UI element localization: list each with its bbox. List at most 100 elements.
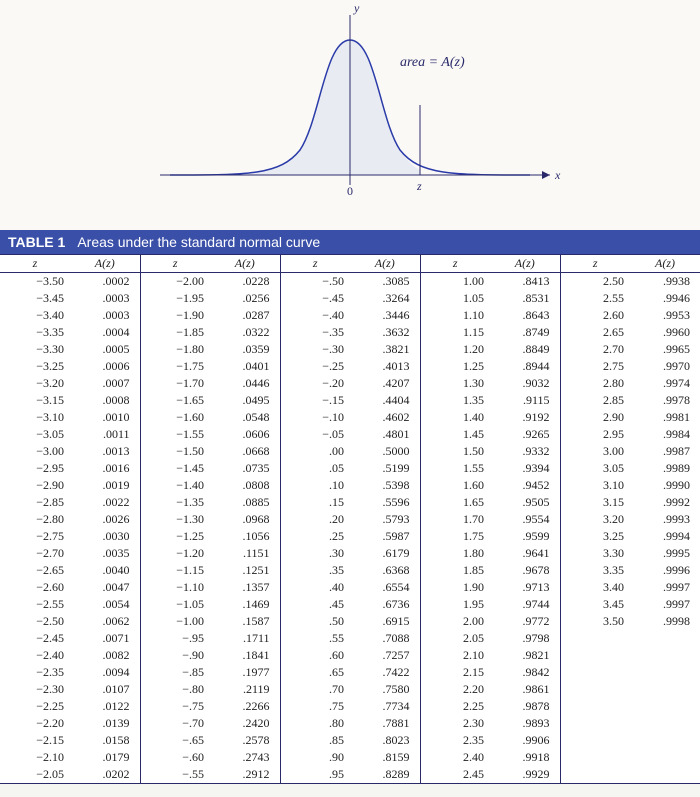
- a-cell: .3446: [350, 307, 420, 324]
- z-cell: .05: [280, 460, 350, 477]
- a-cell: .3264: [350, 290, 420, 307]
- a-cell: .5398: [350, 477, 420, 494]
- a-cell: .9599: [490, 528, 560, 545]
- a-cell: .0606: [210, 426, 280, 443]
- z-cell: 3.05: [560, 460, 630, 477]
- a-cell: .9918: [490, 749, 560, 766]
- z-cell: −3.20: [0, 375, 70, 392]
- z-cell: .20: [280, 511, 350, 528]
- x-axis-arrow: [542, 171, 550, 179]
- a-cell: .7257: [350, 647, 420, 664]
- z-cell: [560, 749, 630, 766]
- a-cell: .0054: [70, 596, 140, 613]
- a-cell: .8944: [490, 358, 560, 375]
- a-cell: [630, 647, 700, 664]
- a-cell: .1841: [210, 647, 280, 664]
- col-header-z: z: [560, 255, 630, 273]
- z-cell: 1.85: [420, 562, 490, 579]
- a-cell: .1587: [210, 613, 280, 630]
- z-cell: [560, 715, 630, 732]
- z-cell: 2.50: [560, 273, 630, 291]
- z-cell: 3.00: [560, 443, 630, 460]
- a-cell: .2743: [210, 749, 280, 766]
- z-cell: −1.35: [140, 494, 210, 511]
- z-cell: −1.00: [140, 613, 210, 630]
- a-cell: .9960: [630, 324, 700, 341]
- a-cell: .1151: [210, 545, 280, 562]
- a-cell: .0003: [70, 290, 140, 307]
- a-cell: .2266: [210, 698, 280, 715]
- z-cell: −3.50: [0, 273, 70, 291]
- col-header-A: A(z): [70, 255, 140, 273]
- a-cell: .1977: [210, 664, 280, 681]
- z-cell: −2.55: [0, 596, 70, 613]
- z-cell: .50: [280, 613, 350, 630]
- a-cell: .8849: [490, 341, 560, 358]
- z-cell: −.20: [280, 375, 350, 392]
- a-cell: .9332: [490, 443, 560, 460]
- a-cell: .0022: [70, 494, 140, 511]
- z-cell: 1.75: [420, 528, 490, 545]
- a-cell: .0446: [210, 375, 280, 392]
- z-cell: −3.30: [0, 341, 70, 358]
- a-cell: [630, 664, 700, 681]
- z-cell: −.80: [140, 681, 210, 698]
- a-cell: .0735: [210, 460, 280, 477]
- table-row: −2.45.0071−.95.1711.55.70882.05.9798: [0, 630, 700, 647]
- a-cell: .9978: [630, 392, 700, 409]
- z-cell: −2.65: [0, 562, 70, 579]
- z-cell: .40: [280, 579, 350, 596]
- z-cell: −1.50: [140, 443, 210, 460]
- a-cell: .9906: [490, 732, 560, 749]
- a-cell: .0035: [70, 545, 140, 562]
- z-cell: 3.50: [560, 613, 630, 630]
- table-row: −2.25.0122−.75.2266.75.77342.25.9878: [0, 698, 700, 715]
- z-cell: 1.05: [420, 290, 490, 307]
- z-cell: 2.55: [560, 290, 630, 307]
- table-row: −2.35.0094−.85.1977.65.74222.15.9842: [0, 664, 700, 681]
- z-cell: .85: [280, 732, 350, 749]
- a-cell: .0062: [70, 613, 140, 630]
- table-row: −3.45.0003−1.95.0256−.45.32641.05.85312.…: [0, 290, 700, 307]
- z-cell: 1.30: [420, 375, 490, 392]
- a-cell: .7881: [350, 715, 420, 732]
- z-cell: −2.00: [140, 273, 210, 291]
- z-cell: −1.65: [140, 392, 210, 409]
- z-cell: −1.20: [140, 545, 210, 562]
- z-cell: [560, 698, 630, 715]
- z-cell: .60: [280, 647, 350, 664]
- z-cell: 2.85: [560, 392, 630, 409]
- a-cell: [630, 766, 700, 784]
- z-cell: [560, 766, 630, 784]
- z-cell: −.50: [280, 273, 350, 291]
- a-cell: .4602: [350, 409, 420, 426]
- z-cell: −1.25: [140, 528, 210, 545]
- a-cell: .0040: [70, 562, 140, 579]
- y-axis-label: y: [353, 1, 360, 15]
- z-cell: −.70: [140, 715, 210, 732]
- a-cell: .8531: [490, 290, 560, 307]
- a-cell: .0006: [70, 358, 140, 375]
- a-cell: .9953: [630, 307, 700, 324]
- a-cell: .0071: [70, 630, 140, 647]
- z-cell: −1.60: [140, 409, 210, 426]
- z-cell: −2.75: [0, 528, 70, 545]
- a-cell: .9893: [490, 715, 560, 732]
- z-cell: .90: [280, 749, 350, 766]
- z-cell: 1.95: [420, 596, 490, 613]
- z-cell: −2.50: [0, 613, 70, 630]
- a-cell: .9984: [630, 426, 700, 443]
- z-cell: .65: [280, 664, 350, 681]
- a-cell: .1469: [210, 596, 280, 613]
- z-cell: .10: [280, 477, 350, 494]
- z-cell: −2.30: [0, 681, 70, 698]
- z-cell: −2.10: [0, 749, 70, 766]
- z-cell: 1.25: [420, 358, 490, 375]
- z-cell: 1.15: [420, 324, 490, 341]
- z-cell: .95: [280, 766, 350, 784]
- table-header-row: z A(z) z A(z) z A(z) z A(z) z A(z): [0, 255, 700, 273]
- a-cell: .9970: [630, 358, 700, 375]
- z-cell: −1.85: [140, 324, 210, 341]
- a-cell: .0008: [70, 392, 140, 409]
- z-cell: −3.25: [0, 358, 70, 375]
